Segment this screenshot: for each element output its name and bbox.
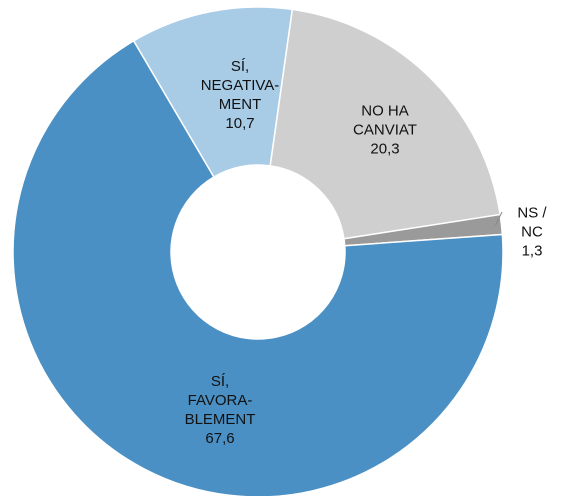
- donut-slice: [269, 8, 501, 240]
- value-label: 67,6: [205, 430, 235, 447]
- value-label: 20,3: [370, 140, 400, 158]
- leader-line: [495, 211, 503, 226]
- slice-label: NS / NC 1,3: [508, 204, 556, 261]
- value-label: 1,3: [521, 242, 543, 260]
- slice-label: SÍ, NEGATIVA- MENT 10,7: [201, 57, 280, 133]
- slice-label: NO HA CANVIAT 20,3: [353, 102, 417, 159]
- donut-slice: [12, 39, 504, 496]
- category-label: SÍ, FAVORA- BLEMENT: [184, 373, 256, 428]
- category-label: SÍ, NEGATIVA- MENT: [200, 58, 280, 113]
- value-label: 10,7: [225, 115, 255, 132]
- slice-label: SÍ, FAVORA- BLEMENT 67,6: [185, 372, 256, 448]
- donut-slice: [132, 6, 294, 179]
- category-label: NS / NC: [517, 204, 547, 241]
- category-label: NO HA CANVIAT: [353, 102, 417, 139]
